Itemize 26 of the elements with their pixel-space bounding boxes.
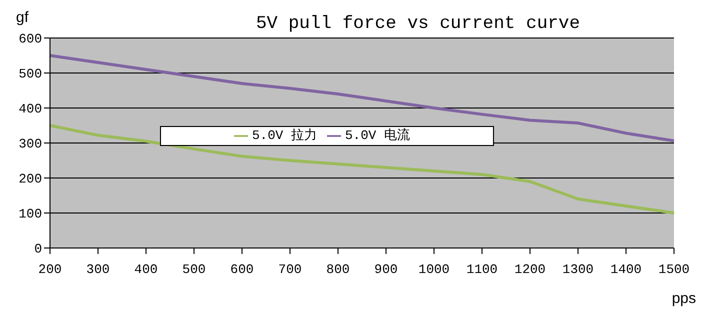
- x-tick-label: 200: [38, 262, 62, 278]
- x-tick-label: 1000: [418, 262, 450, 278]
- x-tick-label: 300: [86, 262, 110, 278]
- y-axis-title: gf: [16, 9, 29, 26]
- x-tick-label: 1400: [610, 262, 642, 278]
- y-tick-label: 600: [18, 32, 42, 47]
- y-tick-label: 100: [18, 206, 42, 222]
- x-tick-label: 1300: [562, 262, 594, 278]
- x-tick-label: 400: [134, 262, 158, 278]
- x-axis-title: pps: [672, 290, 696, 307]
- chart-title: 5V pull force vs current curve: [256, 14, 580, 34]
- x-tick-label: 600: [230, 262, 254, 278]
- x-tick-label: 1200: [514, 262, 546, 278]
- y-tick-label: 200: [18, 172, 42, 187]
- x-tick-label: 700: [278, 262, 302, 278]
- y-tick-label: 400: [18, 102, 42, 117]
- y-tick-label: 500: [18, 66, 42, 82]
- legend-label: 5.0V 电流: [345, 128, 410, 143]
- x-tick-label: 1100: [466, 262, 498, 278]
- x-tick-label: 900: [374, 262, 398, 278]
- x-tick-label: 800: [326, 262, 350, 278]
- legend-label: 5.0V 拉力: [252, 128, 317, 143]
- y-tick-label: 0: [34, 242, 42, 257]
- y-tick-label: 300: [18, 136, 42, 152]
- x-tick-label: 500: [182, 262, 206, 278]
- x-tick-label: 1500: [658, 262, 690, 278]
